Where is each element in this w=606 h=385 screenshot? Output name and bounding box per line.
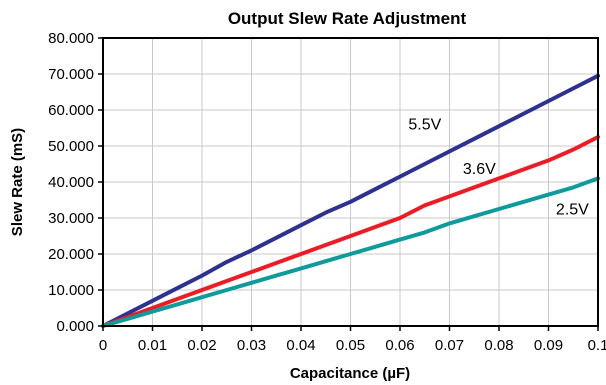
series-label-2-5v: 2.5V (556, 201, 589, 218)
x-axis-title: Capacitance (µF) (290, 365, 410, 382)
y-tick-label: 70.000 (48, 66, 94, 83)
y-tick-label: 10.000 (48, 282, 94, 299)
chart-title: Output Slew Rate Adjustment (228, 9, 467, 28)
x-axis-ticks: 0 0.01 0.02 0.03 0.04 0.05 0.06 0.07 0.08 0.09 0.1 (99, 326, 606, 354)
gridlines (102, 37, 599, 327)
series-layer (101, 73, 600, 328)
y-tick-label: 60.000 (48, 102, 94, 119)
series-line-2-5v (101, 176, 600, 328)
series-labels: 5.5V 3.6V 2.5V (408, 116, 589, 218)
y-tick-label: 30.000 (48, 210, 94, 227)
x-tick-label: 0.1 (588, 337, 606, 354)
series-label-3-6v: 3.6V (463, 161, 496, 178)
x-tick-label: 0.05 (336, 337, 365, 354)
x-tick-label: 0.01 (138, 337, 167, 354)
y-axis-title: Slew Rate (mS) (9, 128, 26, 236)
series-line-5-5v (101, 73, 600, 328)
y-axis-ticks: 0.000 10.000 20.000 30.000 40.000 50.000 60.00… (48, 30, 103, 335)
x-tick-label: 0.03 (237, 337, 266, 354)
x-tick-label: 0.04 (286, 337, 315, 354)
series-label-5-5v: 5.5V (408, 116, 441, 133)
x-tick-label: 0.02 (187, 337, 216, 354)
x-tick-label: 0.07 (435, 337, 464, 354)
y-tick-label: 0.000 (56, 318, 94, 335)
y-tick-label: 80.000 (48, 30, 94, 47)
x-tick-label: 0.08 (484, 337, 513, 354)
series-line-3-6v (101, 135, 600, 328)
y-tick-label: 50.000 (48, 138, 94, 155)
x-tick-label: 0 (99, 337, 107, 354)
y-tick-label: 40.000 (48, 174, 94, 191)
x-tick-label: 0.09 (534, 337, 563, 354)
y-tick-label: 20.000 (48, 246, 94, 263)
x-tick-label: 0.06 (385, 337, 414, 354)
